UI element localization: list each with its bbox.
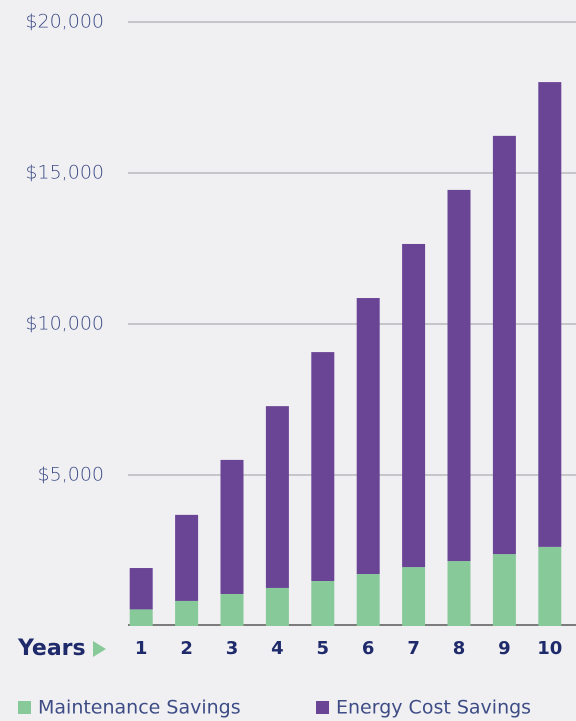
bar-segment (175, 514, 199, 601)
bar-segment (311, 352, 335, 582)
y-tick-label: $20,000 (25, 11, 104, 33)
bar-segment (538, 82, 562, 547)
x-tick-label: 8 (453, 638, 466, 659)
bar-segment (265, 587, 289, 626)
y-tick-label: $10,000 (25, 313, 104, 335)
bar-segment (175, 600, 199, 626)
x-tick-label: 1 (135, 638, 148, 659)
bar-segment (538, 546, 562, 626)
legend-label: Maintenance Savings (38, 697, 241, 719)
bar-segment (402, 243, 426, 568)
legend-swatch (18, 701, 31, 714)
bar-segment (311, 581, 335, 626)
bar-segment (356, 298, 380, 575)
bar-segment (402, 567, 426, 626)
bar-segment (447, 189, 471, 562)
bar-segment (129, 609, 153, 626)
y-tick-label: $5,000 (38, 464, 104, 486)
bar-segment (129, 568, 153, 610)
bar-segment (492, 554, 516, 626)
bar-segment (447, 561, 471, 626)
x-tick-label: 10 (537, 638, 562, 659)
x-tick-label: 3 (226, 638, 239, 659)
bar-segment (492, 135, 516, 555)
x-tick-label: 7 (407, 638, 420, 659)
legend-label: Energy Cost Savings (336, 697, 531, 719)
bar-segment (265, 406, 289, 588)
arrow-icon (93, 641, 106, 657)
legend-swatch (316, 701, 329, 714)
x-tick-label: 2 (180, 638, 193, 659)
bar-segment (220, 593, 244, 626)
x-tick-label: 6 (362, 638, 375, 659)
bar-segment (220, 459, 244, 594)
x-axis-label: Years (17, 636, 86, 661)
y-tick-label: $15,000 (25, 162, 104, 184)
x-tick-label: 5 (317, 638, 330, 659)
x-tick-label: 9 (498, 638, 511, 659)
bar-segment (356, 574, 380, 626)
x-tick-label: 4 (271, 638, 284, 659)
